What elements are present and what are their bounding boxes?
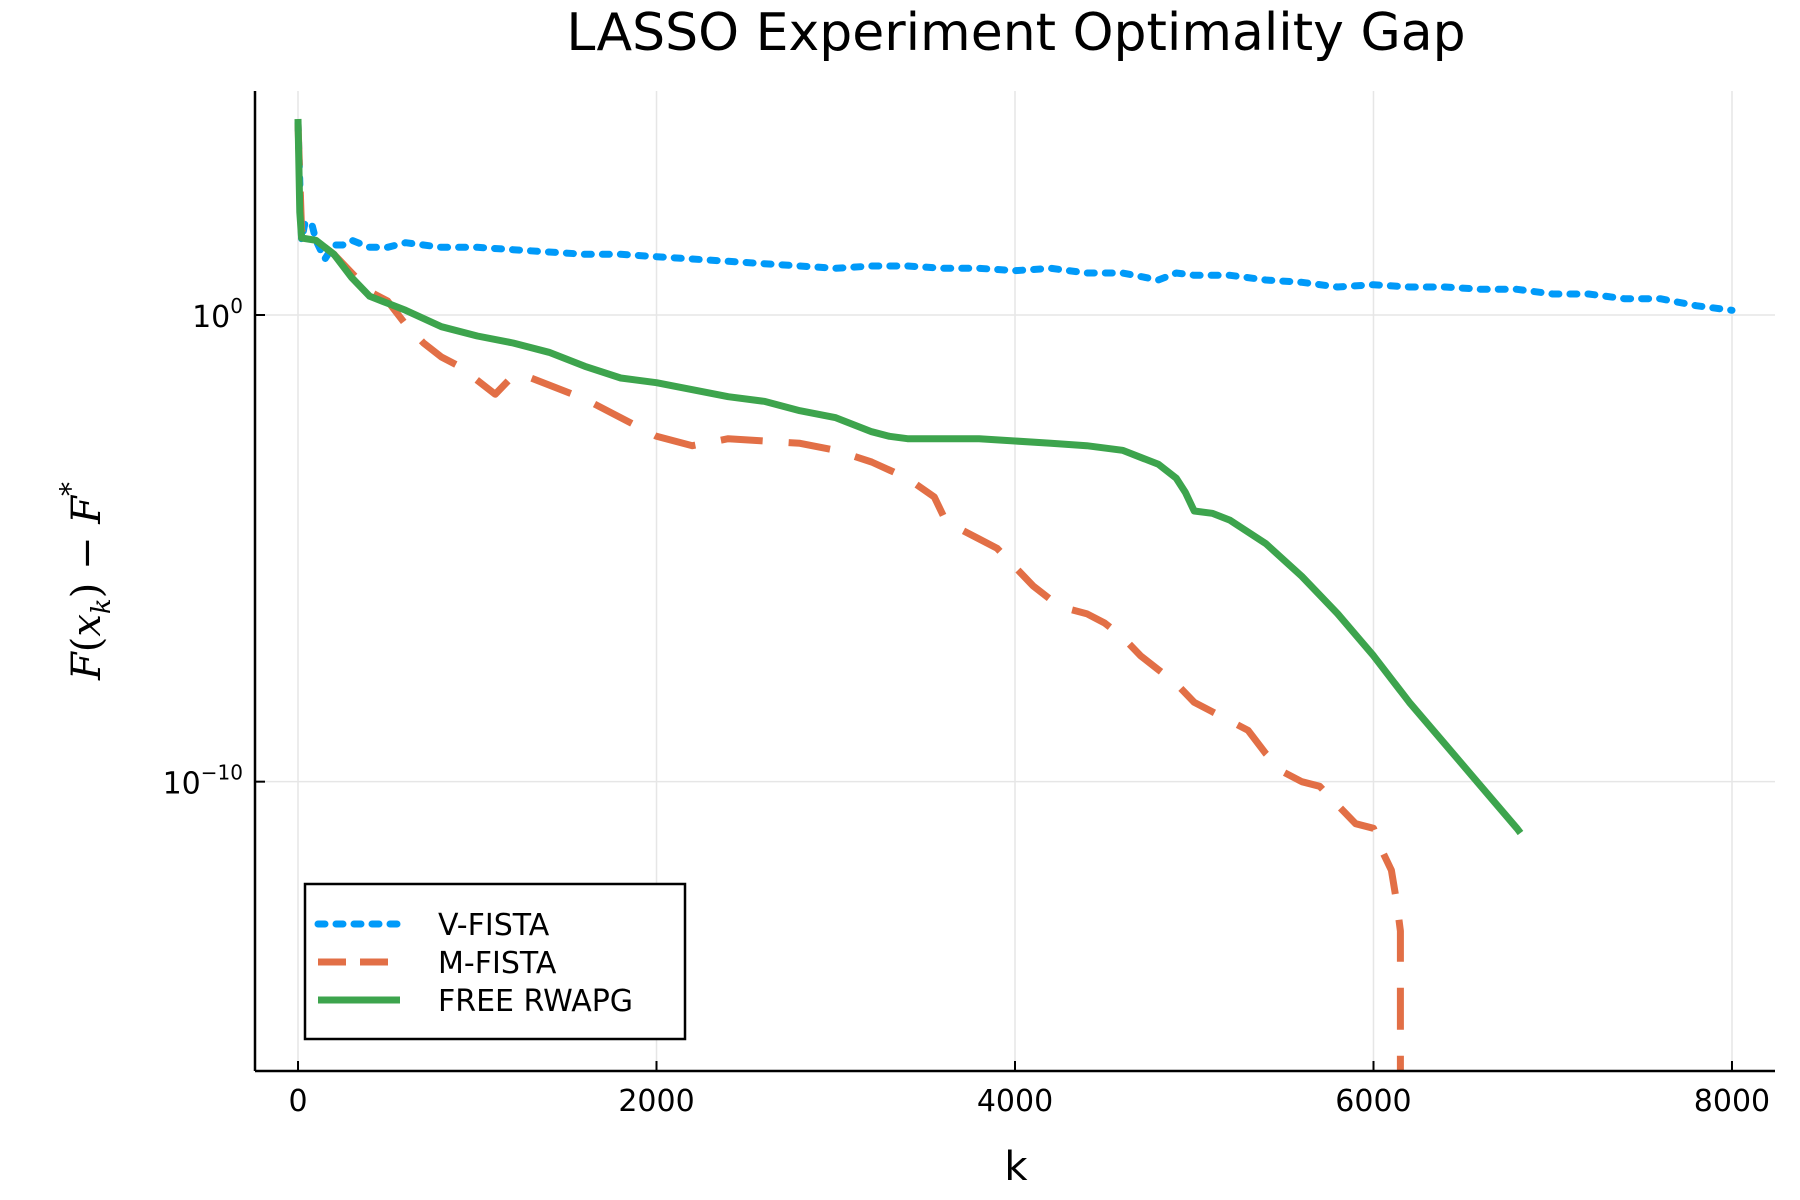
x-tick-label: 6000	[1335, 1084, 1411, 1119]
legend-label: M-FISTA	[438, 946, 557, 981]
x-tick-label: 0	[288, 1084, 307, 1119]
series-lines	[294, 118, 1736, 1071]
x-ticks: 0 2000 4000 6000 8000	[288, 1061, 1770, 1119]
x-tick-label: 8000	[1694, 1084, 1770, 1119]
y-axis-label: F(xk) − F*	[54, 482, 117, 681]
y-ticks: 100 10−10	[163, 294, 265, 802]
y-tick-label: 10−10	[163, 761, 243, 802]
series-line-free-rwapg	[294, 118, 1524, 836]
x-tick-label: 4000	[977, 1084, 1053, 1119]
legend-label: V-FISTA	[438, 908, 550, 943]
x-axis-label: k	[1004, 1144, 1028, 1190]
series-line-v-fista	[294, 120, 1736, 314]
chart-title: LASSO Experiment Optimality Gap	[566, 3, 1465, 63]
x-tick-label: 2000	[618, 1084, 694, 1119]
y-tick-label: 100	[192, 294, 243, 335]
legend-label: FREE RWAPG	[438, 984, 633, 1019]
series-line-m-fista	[294, 123, 1404, 1071]
